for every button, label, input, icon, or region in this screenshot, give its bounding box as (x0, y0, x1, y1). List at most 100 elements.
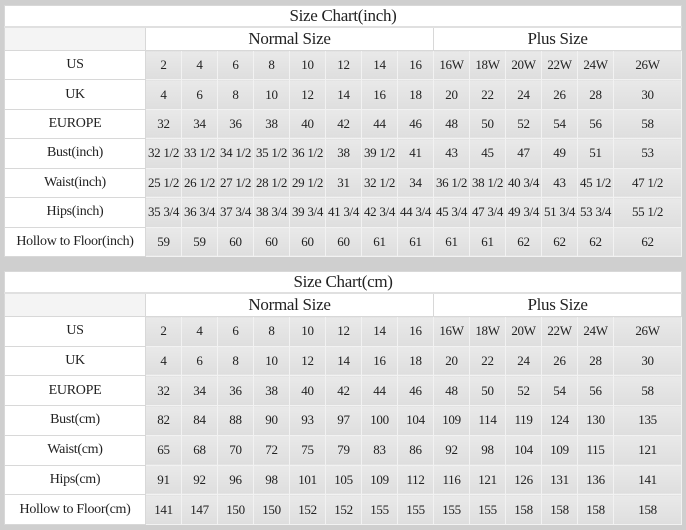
size-cell: 92 (181, 464, 218, 496)
size-cell: 52 (505, 375, 542, 407)
table-row: EUROPE 32 34 36 38 40 42 44 46 48 50 52 54 56 58 (4, 108, 683, 140)
size-cell: 45 3/4 (433, 197, 470, 228)
size-cell: 43 (541, 167, 578, 199)
size-cell: 53 (612, 138, 683, 169)
size-cell: 27 1/2 (217, 167, 254, 199)
size-cell: 39 1/2 (361, 138, 398, 169)
size-cell: 34 (397, 167, 434, 199)
row-label: Hips(inch) (4, 197, 146, 228)
row-label: UK (4, 79, 146, 110)
size-cell: 75 (289, 434, 326, 466)
size-cell: 6 (181, 345, 218, 377)
size-cell: 100 (361, 405, 398, 436)
size-cell: 38 (253, 375, 290, 407)
size-cell: 18 (397, 79, 434, 110)
size-cell: 124 (541, 405, 578, 436)
size-cell: 2 (145, 49, 182, 81)
size-cell: 59 (145, 226, 182, 258)
blank-cell (4, 292, 146, 317)
size-cell: 60 (289, 226, 326, 258)
size-cell: 6 (217, 49, 254, 81)
size-cell: 51 (577, 138, 614, 169)
size-cell: 43 (433, 138, 470, 169)
size-cell: 26W (612, 49, 683, 81)
size-cell: 119 (505, 405, 542, 436)
size-cell: 41 3/4 (325, 197, 362, 228)
size-cell: 44 (361, 375, 398, 407)
size-cell: 158 (541, 494, 578, 525)
row-label: EUROPE (4, 108, 146, 140)
size-cell: 12 (289, 345, 326, 377)
size-cell: 47 1/2 (612, 167, 683, 199)
size-cell: 53 3/4 (577, 197, 614, 228)
size-cell: 48 (433, 375, 470, 407)
size-cell: 12 (289, 79, 326, 110)
size-cell: 60 (253, 226, 290, 258)
size-cell: 109 (433, 405, 470, 436)
size-cell: 90 (253, 405, 290, 436)
table-row: Hips(cm) 91 92 96 98 101 105 109 112 116 121 126 131… (4, 464, 683, 496)
size-cell: 50 (469, 108, 506, 140)
chart-title: Size Chart(cm) (3, 271, 683, 294)
size-cell: 91 (145, 464, 182, 496)
size-cell: 62 (505, 226, 542, 258)
size-cell: 40 3/4 (505, 167, 542, 199)
size-cell: 79 (325, 434, 362, 466)
row-label: Bust(cm) (4, 405, 146, 436)
table-row: Waist(inch) 25 1/2 26 1/2 27 1/2 28 1/2 29 1/… (4, 167, 683, 199)
size-cell: 29 1/2 (289, 167, 326, 199)
size-cell: 28 1/2 (253, 167, 290, 199)
size-cell: 56 (577, 108, 614, 140)
size-cell: 61 (361, 226, 398, 258)
size-cell: 14 (325, 79, 362, 110)
chart-title: Size Chart(inch) (3, 5, 683, 28)
size-cell: 4 (145, 79, 182, 110)
size-cell: 38 (325, 138, 362, 169)
group-normal-size: Normal Size (145, 292, 434, 317)
size-cell: 2 (145, 316, 182, 347)
size-cell: 104 (505, 434, 542, 466)
size-cell: 26 1/2 (181, 167, 218, 199)
size-cell: 115 (577, 434, 614, 466)
size-cell: 26W (612, 316, 683, 347)
size-cell: 42 3/4 (361, 197, 398, 228)
size-cell: 109 (541, 434, 578, 466)
size-cell: 158 (612, 494, 683, 525)
row-label: Waist(inch) (4, 167, 146, 199)
size-cell: 16W (433, 316, 470, 347)
size-cell: 28 (577, 79, 614, 110)
size-cell: 59 (181, 226, 218, 258)
table-row: EUROPE 32 34 36 38 40 42 44 46 48 50 52 54 56 58 (4, 375, 683, 407)
size-cell: 32 (145, 108, 182, 140)
size-cell: 65 (145, 434, 182, 466)
size-cell: 72 (253, 434, 290, 466)
size-cell: 121 (612, 434, 683, 466)
size-cell: 109 (361, 464, 398, 496)
size-cell: 8 (253, 316, 290, 347)
size-cell: 36 3/4 (181, 197, 218, 228)
size-cell: 84 (181, 405, 218, 436)
size-cell: 96 (217, 464, 254, 496)
size-chart-cm: Size Chart(cm) Normal Size Plus Size US 2 4 6 8… (3, 271, 683, 525)
size-cell: 38 (253, 108, 290, 140)
table-row: Hips(inch) 35 3/4 36 3/4 37 3/4 38 3/4 39 3/4… (4, 197, 683, 228)
size-cell: 114 (469, 405, 506, 436)
size-cell: 50 (469, 375, 506, 407)
size-cell: 26 (541, 345, 578, 377)
size-cell: 16 (397, 316, 434, 347)
size-cell: 104 (397, 405, 434, 436)
size-cell: 52 (505, 108, 542, 140)
size-cell: 61 (397, 226, 434, 258)
size-cell: 20 (433, 79, 470, 110)
table-row: Waist(cm) 65 68 70 72 75 79 83 86 92 98 104 109 115 12… (4, 434, 683, 466)
size-cell: 49 3/4 (505, 197, 542, 228)
size-cell: 86 (397, 434, 434, 466)
size-cell: 20 (433, 345, 470, 377)
size-cell: 131 (541, 464, 578, 496)
size-cell: 18W (469, 316, 506, 347)
size-cell: 8 (253, 49, 290, 81)
size-cell: 14 (361, 49, 398, 81)
size-cell: 16 (361, 79, 398, 110)
size-cell: 88 (217, 405, 254, 436)
size-cell: 8 (217, 79, 254, 110)
